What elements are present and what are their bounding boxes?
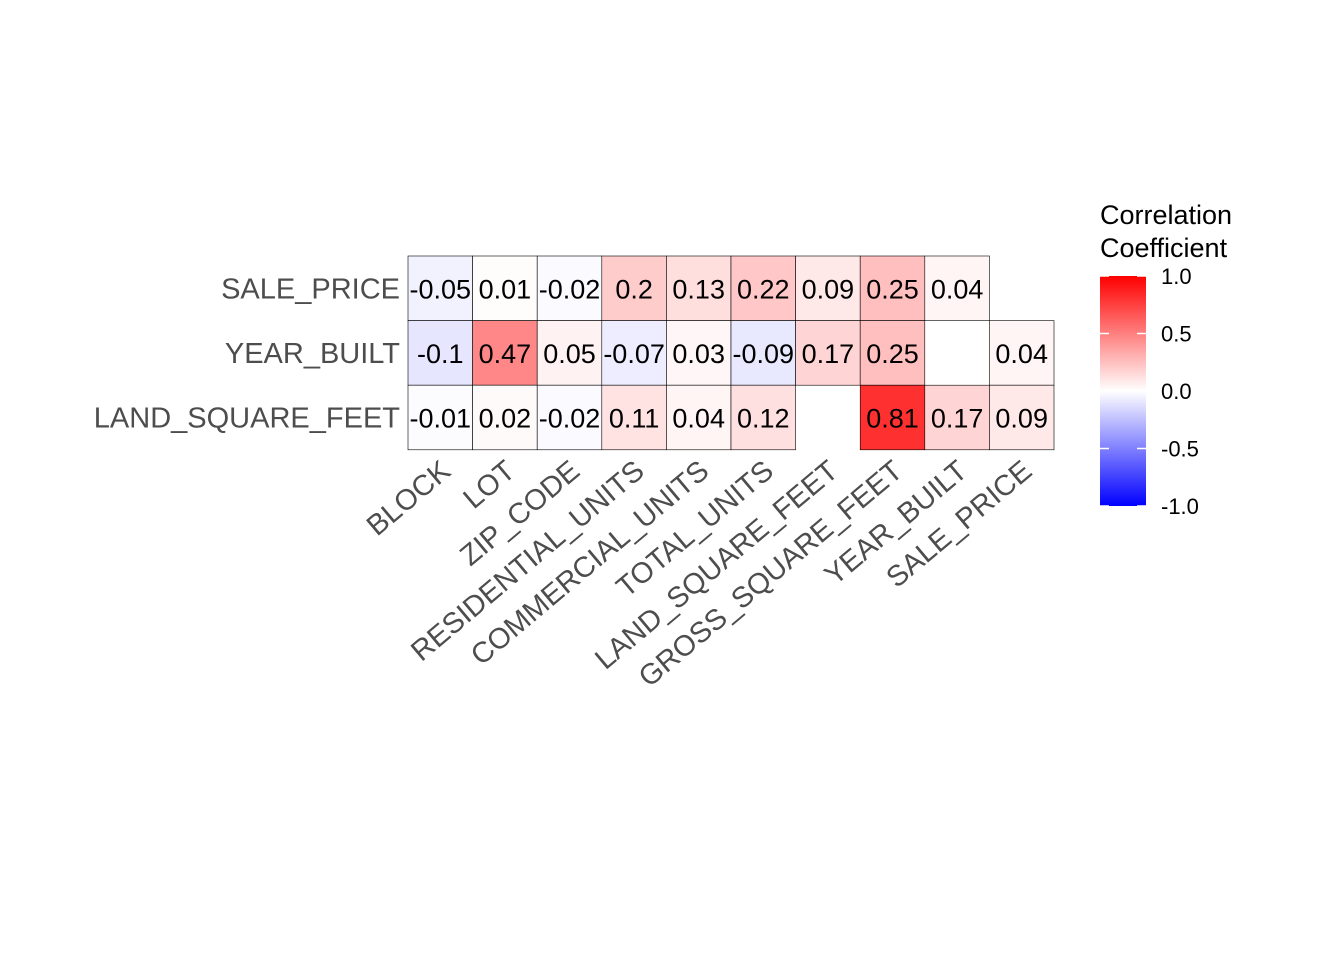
cell-value-label: -0.05 [410,274,472,304]
heatmap-cell [536,320,603,386]
cell-value-label: 0.05 [543,339,596,369]
cell-value-label: -0.1 [417,339,464,369]
cell-value-label: 0.81 [866,404,919,434]
legend-title-line-2: Coefficient [1100,233,1228,263]
y-axis-tick-label: SALE_PRICE [221,273,400,305]
heatmap-cell [730,384,796,451]
cell-value-label: 0.09 [802,274,855,304]
heatmap-cells [407,255,1055,451]
cell-value-label: 0.09 [995,404,1048,434]
legend-tick-label: -1.0 [1161,494,1199,519]
cell-value-label: 0.04 [931,274,984,304]
cell-value-label: -0.07 [603,339,665,369]
cell-value-label: -0.01 [410,404,472,434]
cell-value-label: -0.02 [539,404,601,434]
heatmap-cell [666,320,732,386]
heatmap-cell [859,320,926,386]
color-legend: Correlation Coefficient 1.0 0.5 0.0 -0.5 -1.… [1100,200,1232,519]
heatmap-cell [601,384,667,451]
cell-value-label: 0.11 [609,404,660,434]
heatmap-cell [407,255,473,321]
cell-value-label: 0.13 [672,274,725,304]
heatmap-cell [924,255,990,321]
legend-ticks: 1.0 0.5 0.0 -0.5 -1.0 [1100,264,1199,519]
heatmap-cell [795,320,861,386]
cell-value-label: 0.04 [672,404,725,434]
y-axis-tick-labels: SALE_PRICE YEAR_BUILT LAND_SQUARE_FEET [94,273,400,434]
x-axis-tick-labels: BLOCK LOTZIP_CODERESIDENTIAL_UNITSCOMMERC… [361,454,1038,693]
cell-value-label: -0.09 [733,339,795,369]
cell-value-label: 0.17 [802,339,855,369]
x-axis-tick-label: BLOCK [361,454,457,542]
heatmap-cell [666,255,732,321]
heatmap-cell [472,384,538,451]
legend-tick-label: 1.0 [1161,264,1192,289]
heatmap-cell [536,384,603,451]
heatmap-cell [730,320,796,386]
legend-tick-label: -0.5 [1161,437,1199,462]
cell-value-label: 0.22 [737,274,790,304]
heatmap-cell [601,320,667,386]
heatmap-cell [536,255,603,321]
cell-value-label: -0.02 [539,274,601,304]
heatmap-cell [859,255,926,321]
cell-value-label: 0.17 [931,404,984,434]
legend-title-line-1: Correlation [1100,200,1232,230]
legend-tick-label: 0.5 [1161,322,1192,347]
heatmap-cell [989,320,1055,386]
cell-value-label: 0.03 [672,339,725,369]
heatmap-cell [730,255,796,321]
heatmap-cell [666,384,732,451]
cell-value-label: 0.02 [479,404,532,434]
cell-value-label: 0.2 [615,274,653,304]
heatmap-cell [407,320,473,386]
cell-value-label: 0.01 [479,274,532,304]
heatmap-cell [472,255,538,321]
heatmap-cell [989,384,1055,451]
heatmap-cell-labels: -0.05 0.01 -0.02 0.2 0.13 0.22 0.09 0.25 0.04-0.… [410,274,1048,433]
heatmap-cell [859,384,926,451]
cell-value-label: 0.25 [866,274,919,304]
y-axis-tick-label: YEAR_BUILT [225,338,400,370]
cell-value-label: 0.04 [995,339,1048,369]
cell-value-label: 0.12 [737,404,790,434]
y-axis-tick-label: LAND_SQUARE_FEET [94,403,400,435]
cell-value-label: 0.25 [866,339,919,369]
heatmap-cell [407,384,473,451]
heatmap-cell [601,255,667,321]
legend-tick-label: 0.0 [1161,379,1192,404]
cell-value-label: 0.47 [479,339,532,369]
